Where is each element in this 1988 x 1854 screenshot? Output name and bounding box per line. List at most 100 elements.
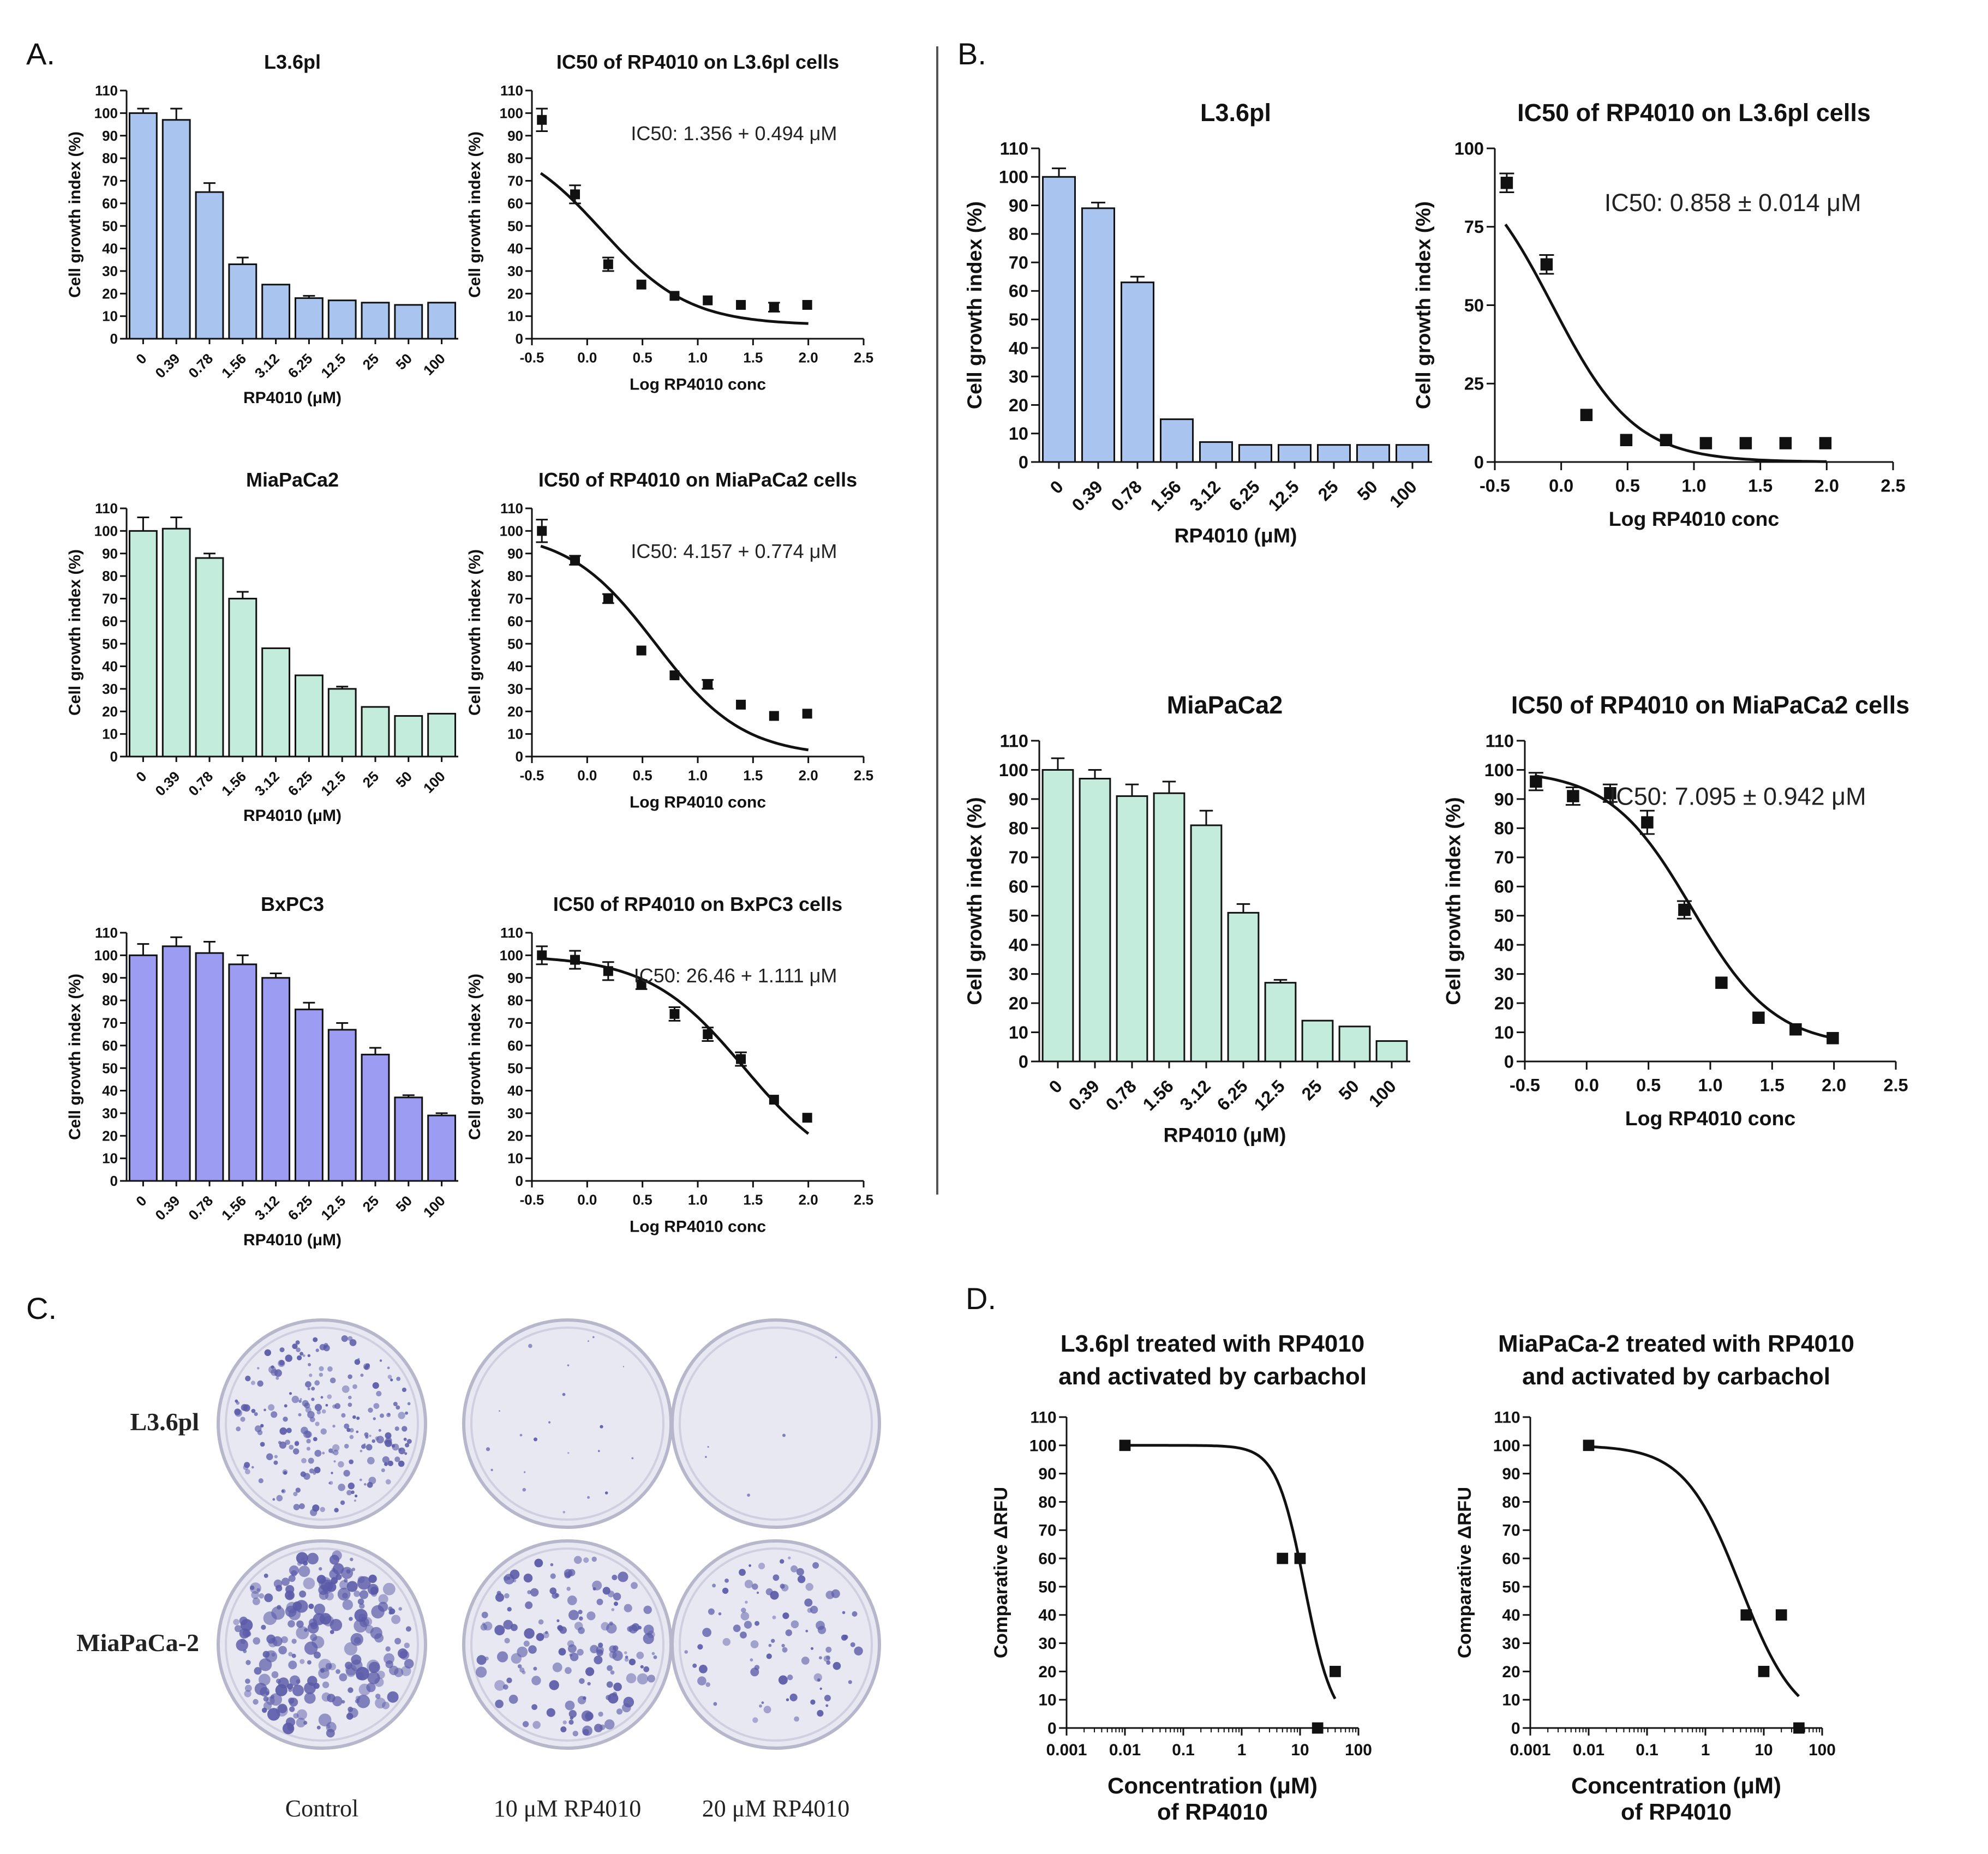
- colony: [254, 1425, 262, 1432]
- colony: [523, 1640, 530, 1647]
- colony: [334, 1403, 340, 1409]
- colony: [758, 1563, 765, 1570]
- colony: [339, 1673, 348, 1682]
- colony: [296, 1718, 306, 1728]
- colony: [295, 1487, 301, 1493]
- y-tick-label: 10: [1038, 1691, 1056, 1709]
- colony: [338, 1484, 345, 1491]
- x-tick-label: 100: [420, 1192, 448, 1221]
- colony-assay: L3.6pl MiaPaCa-2 Control 10 μM RP4010 20 μM …: [76, 1318, 881, 1822]
- colony: [588, 1340, 589, 1342]
- x-tick-label: 2.5: [854, 767, 873, 783]
- colony: [288, 1688, 292, 1692]
- colony: [318, 1659, 332, 1672]
- colony: [780, 1559, 785, 1564]
- colony: [707, 1446, 709, 1448]
- data-point: [1530, 775, 1542, 788]
- x-tick-label: 1.56: [1147, 477, 1185, 515]
- colony: [640, 1665, 644, 1669]
- chart-title: and activated by carbachol: [1522, 1363, 1830, 1390]
- colony: [533, 1666, 537, 1671]
- colony: [785, 1629, 793, 1636]
- colony: [293, 1491, 298, 1497]
- colony: [786, 1698, 789, 1701]
- colony: [741, 1607, 746, 1613]
- colony: [825, 1647, 832, 1653]
- colony: [636, 1652, 644, 1659]
- bar: [361, 302, 390, 340]
- colony: [372, 1439, 375, 1443]
- data-point: [1789, 1023, 1802, 1036]
- x-tick-label: 0: [133, 768, 149, 785]
- colony: [528, 1343, 532, 1348]
- row-label: MiaPaCa-2: [76, 1629, 199, 1657]
- colony: [740, 1612, 750, 1621]
- colony: [279, 1347, 285, 1353]
- colony: [236, 1426, 241, 1432]
- colony: [245, 1376, 251, 1382]
- panel-letter-b: B.: [957, 37, 986, 71]
- colony: [768, 1643, 772, 1647]
- fit-curve: [1588, 1445, 1800, 1697]
- x-tick-label: 1.0: [1681, 476, 1706, 495]
- y-tick-label: 30: [102, 681, 118, 697]
- colony: [831, 1589, 840, 1598]
- colony: [287, 1725, 294, 1731]
- colony: [558, 1648, 566, 1656]
- colony: [403, 1437, 407, 1441]
- colony: [281, 1636, 288, 1643]
- y-tick-label: 60: [1502, 1550, 1520, 1568]
- colony: [389, 1665, 399, 1676]
- bar: [294, 1009, 324, 1182]
- y-tick-label: 100: [94, 947, 118, 963]
- colony: [404, 1452, 408, 1455]
- colony: [250, 1381, 255, 1385]
- x-tick-label: 1.56: [218, 350, 249, 381]
- colony: [334, 1508, 339, 1513]
- colony: [318, 1713, 332, 1727]
- colony: [299, 1503, 305, 1509]
- y-axis-title: Cell growth index (%): [66, 131, 84, 298]
- colony: [368, 1477, 376, 1485]
- colony: [684, 1650, 688, 1654]
- colony: [708, 1608, 715, 1615]
- colony: [263, 1611, 277, 1625]
- colony: [346, 1667, 356, 1677]
- colony: [609, 1621, 613, 1626]
- y-tick-label: 90: [1038, 1465, 1056, 1483]
- colony: [568, 1610, 579, 1621]
- colony: [805, 1629, 809, 1633]
- data-point: [1739, 437, 1752, 449]
- colony: [259, 1593, 265, 1599]
- fit-curve: [540, 172, 809, 325]
- data-point: [1678, 903, 1691, 916]
- colony: [295, 1340, 300, 1345]
- colony: [749, 1564, 751, 1567]
- colony: [291, 1653, 296, 1658]
- x-tick-label: 3.12: [252, 350, 283, 381]
- colony: [348, 1374, 352, 1379]
- colony: [243, 1649, 247, 1653]
- colony: [544, 1631, 548, 1634]
- bar: [1120, 281, 1155, 463]
- culture-dish: [217, 1539, 427, 1750]
- data-point: [1641, 816, 1654, 829]
- colony: [651, 1652, 655, 1655]
- colony: [361, 1444, 366, 1449]
- x-tick-label: 0.0: [577, 767, 597, 783]
- colony: [817, 1709, 824, 1717]
- bar: [161, 527, 191, 758]
- colony: [356, 1417, 360, 1420]
- colony: [285, 1354, 292, 1362]
- colony: [550, 1563, 554, 1567]
- y-tick-label: 90: [102, 970, 118, 986]
- x-tick-label: 0.78: [1102, 1076, 1140, 1114]
- y-tick-label: 50: [507, 218, 523, 234]
- colony: [345, 1664, 357, 1676]
- colony: [387, 1460, 393, 1466]
- colony: [296, 1552, 308, 1564]
- colony: [567, 1595, 577, 1605]
- colony: [307, 1354, 310, 1357]
- colony: [348, 1483, 355, 1490]
- x-tick-label: 25: [1314, 477, 1342, 505]
